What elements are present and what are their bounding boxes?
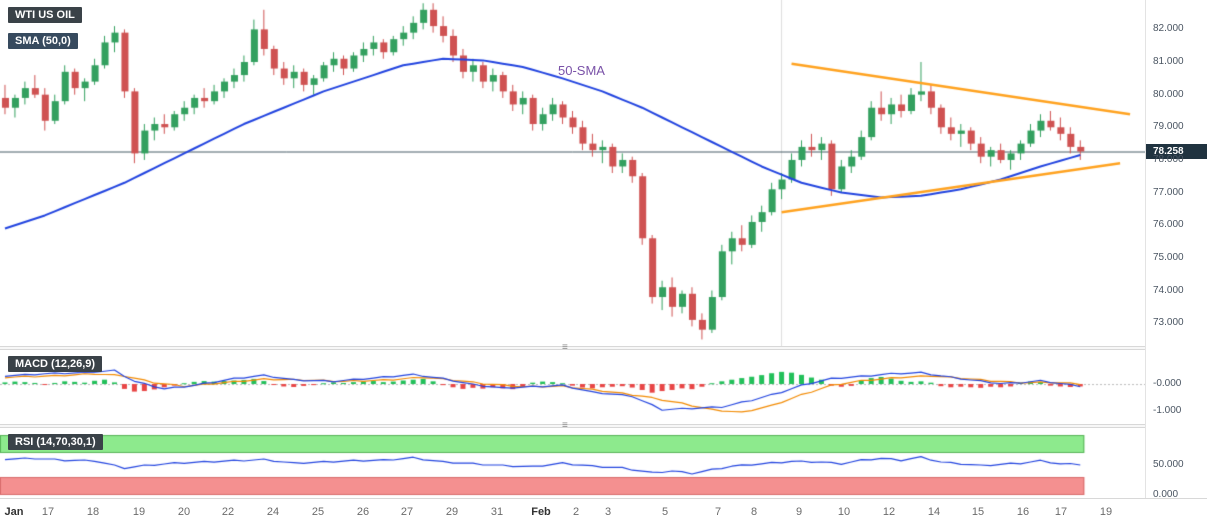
panel-splitter-rsi[interactable]: ≡ bbox=[0, 420, 1145, 431]
price-axis-tick: 78.000 bbox=[1153, 153, 1184, 165]
time-axis-tick: 20 bbox=[177, 506, 191, 518]
rsi-indicator-badge[interactable]: RSI (14,70,30,1) bbox=[8, 434, 103, 450]
price-axis-tick: 75.000 bbox=[1153, 251, 1184, 263]
time-axis-tick: 18 bbox=[86, 506, 100, 518]
time-axis-tick: 7 bbox=[714, 506, 722, 518]
rsi-chart-canvas[interactable] bbox=[0, 428, 1145, 498]
time-axis-tick: 17 bbox=[41, 506, 55, 518]
time-axis-tick: 9 bbox=[795, 506, 803, 518]
time-axis-tick: 14 bbox=[927, 506, 941, 518]
time-axis-tick: 2 bbox=[572, 506, 580, 518]
time-axis-tick: 24 bbox=[266, 506, 280, 518]
price-axis-tick: 0.000 bbox=[1153, 489, 1179, 500]
price-axis-tick: 77.000 bbox=[1153, 186, 1184, 198]
price-axis-tick: 73.000 bbox=[1153, 317, 1184, 329]
time-axis-tick: 15 bbox=[971, 506, 985, 518]
time-axis-tick: 17 bbox=[1054, 506, 1068, 518]
time-axis-tick: 27 bbox=[400, 506, 414, 518]
price-axis[interactable]: 78.258 82.000 81.000 80.000 79.000 78.000 77.… bbox=[1145, 0, 1207, 526]
time-axis-tick: 25 bbox=[311, 506, 325, 518]
price-chart-canvas[interactable] bbox=[0, 0, 1145, 346]
current-price-tag: 78.258 bbox=[1146, 143, 1207, 159]
time-axis-tick: 19 bbox=[132, 506, 146, 518]
time-axis-tick: 22 bbox=[221, 506, 235, 518]
time-axis-tick: 19 bbox=[1099, 506, 1113, 518]
time-axis-tick: 8 bbox=[750, 506, 758, 518]
price-axis-tick: 81.000 bbox=[1153, 56, 1184, 68]
price-axis-tick: -1.000 bbox=[1153, 405, 1182, 417]
price-axis-tick: 80.000 bbox=[1153, 88, 1184, 100]
price-axis-tick: 74.000 bbox=[1153, 284, 1184, 296]
price-axis-tick: -0.000 bbox=[1153, 378, 1182, 390]
time-axis-tick: Jan bbox=[4, 506, 24, 518]
macd-chart-canvas[interactable] bbox=[0, 350, 1145, 424]
panel-splitter-macd[interactable]: ≡ bbox=[0, 342, 1145, 353]
time-axis-tick: 10 bbox=[837, 506, 851, 518]
price-axis-tick: 76.000 bbox=[1153, 219, 1184, 231]
splitter-grip-icon: ≡ bbox=[562, 420, 568, 431]
splitter-grip-icon: ≡ bbox=[562, 342, 568, 353]
sma-annotation: 50-SMA bbox=[558, 63, 605, 78]
time-axis-tick: 12 bbox=[882, 506, 896, 518]
time-axis-tick: 31 bbox=[490, 506, 504, 518]
price-axis-tick: 50.000 bbox=[1153, 459, 1184, 470]
time-axis-tick: 16 bbox=[1016, 506, 1030, 518]
sma-indicator-badge[interactable]: SMA (50,0) bbox=[8, 33, 78, 49]
price-axis-tick: 82.000 bbox=[1153, 23, 1184, 35]
price-axis-tick: 79.000 bbox=[1153, 121, 1184, 133]
time-axis-tick: 26 bbox=[356, 506, 370, 518]
time-axis-tick: 3 bbox=[604, 506, 612, 518]
time-axis-tick: Feb bbox=[531, 506, 551, 518]
macd-indicator-badge[interactable]: MACD (12,26,9) bbox=[8, 356, 103, 372]
time-axis-tick: 29 bbox=[445, 506, 459, 518]
symbol-badge[interactable]: WTI US OIL bbox=[8, 7, 82, 23]
time-axis[interactable]: Jan 17 18 19 20 22 24 25 26 27 29 31 Feb 2 3 5 7 8 9 10 12 14… bbox=[0, 498, 1207, 526]
time-axis-tick: 5 bbox=[661, 506, 669, 518]
